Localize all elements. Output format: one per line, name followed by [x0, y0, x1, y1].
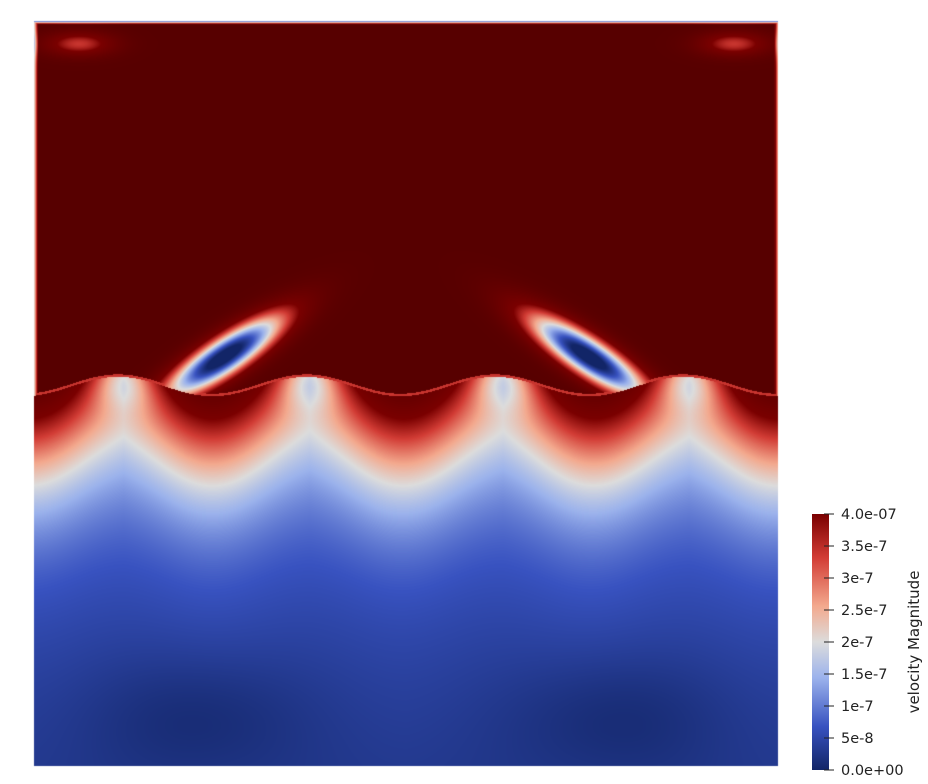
velocity-field-render	[0, 0, 928, 784]
